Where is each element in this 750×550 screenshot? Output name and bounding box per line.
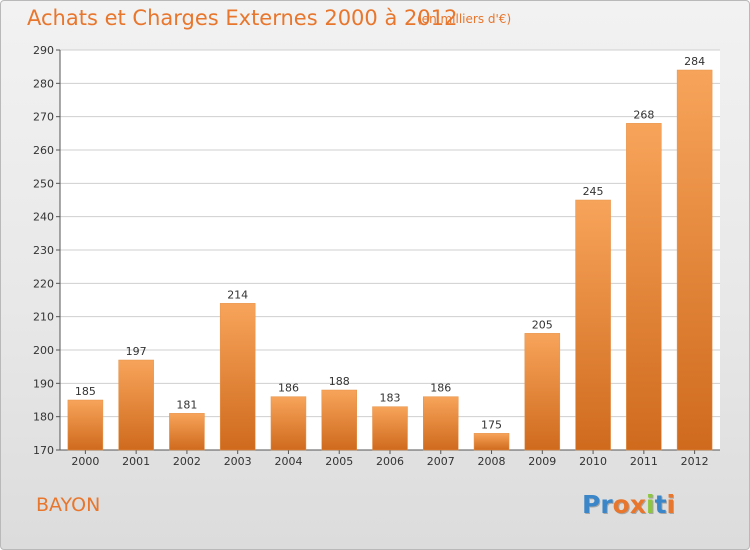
y-tick-label: 230 xyxy=(33,244,54,257)
y-tick-label: 200 xyxy=(33,344,54,357)
proxiti-logo[interactable]: Proxiti xyxy=(582,490,675,519)
logo-letter: o xyxy=(612,490,630,519)
logo-letter: i xyxy=(646,490,655,519)
y-tick-label: 170 xyxy=(33,444,54,457)
x-tick-label: 2001 xyxy=(122,455,150,468)
bar-2003 xyxy=(219,303,256,451)
x-tick-label: 2006 xyxy=(376,455,404,468)
logo-letter: P xyxy=(582,490,601,519)
data-label-2012: 284 xyxy=(684,55,705,68)
bar-2011 xyxy=(626,123,662,451)
x-tick-label: 2009 xyxy=(528,455,556,468)
x-tick-label: 2011 xyxy=(630,455,658,468)
y-tick-label: 180 xyxy=(33,411,54,424)
logo-letter: i xyxy=(666,490,676,519)
logo-letter: x xyxy=(629,490,646,519)
data-label-2005: 188 xyxy=(329,375,350,388)
x-tick-label: 2003 xyxy=(224,455,252,468)
x-tick-label: 2000 xyxy=(71,455,99,468)
bar-2012 xyxy=(676,69,713,451)
logo-letter: r xyxy=(600,490,613,519)
data-label-2007: 186 xyxy=(430,382,451,395)
bar-2005 xyxy=(321,389,357,451)
bar-2004 xyxy=(270,396,307,451)
y-tick-label: 240 xyxy=(33,211,54,224)
bar-2006 xyxy=(372,406,408,451)
y-tick-label: 260 xyxy=(33,144,54,157)
y-tick-label: 290 xyxy=(33,44,54,57)
x-tick-label: 2004 xyxy=(274,455,302,468)
data-label-2011: 268 xyxy=(633,108,654,121)
grid-lines xyxy=(60,49,720,451)
bar-2000 xyxy=(67,399,104,451)
x-tick-label: 2005 xyxy=(325,455,353,468)
data-label-2002: 181 xyxy=(176,398,197,411)
data-label-2000: 185 xyxy=(75,385,96,398)
bar-2008 xyxy=(473,433,510,451)
y-tick-label: 220 xyxy=(33,277,54,290)
bar-2002 xyxy=(169,413,205,451)
y-tick-label: 190 xyxy=(33,377,54,390)
data-label-2006: 183 xyxy=(380,392,401,405)
x-tick-label: 2007 xyxy=(427,455,455,468)
bars xyxy=(67,69,713,451)
commune-name: BAYON xyxy=(36,494,101,516)
data-label-2008: 175 xyxy=(481,418,502,431)
y-tick-label: 280 xyxy=(33,77,54,90)
data-labels: 185 197 181 214 186 188 183 186 175 205 245 268 284 xyxy=(75,55,705,431)
chart-subtitle: (en milliers d'€) xyxy=(417,12,512,26)
x-tick-label: 2012 xyxy=(681,455,709,468)
bar-2009 xyxy=(524,333,561,451)
bar-2007 xyxy=(423,396,459,451)
y-tick-label: 250 xyxy=(33,177,54,190)
logo-letter: t xyxy=(654,490,667,519)
data-label-2003: 214 xyxy=(227,288,248,301)
bar-2010 xyxy=(575,199,611,451)
y-tick-label: 210 xyxy=(33,311,54,324)
y-tick-label: 270 xyxy=(33,111,54,124)
data-label-2010: 245 xyxy=(583,185,604,198)
bar-2001 xyxy=(118,359,154,451)
x-tick-label: 2008 xyxy=(478,455,506,468)
data-label-2004: 186 xyxy=(278,382,299,395)
x-tick-label: 2002 xyxy=(173,455,201,468)
data-label-2009: 205 xyxy=(532,318,553,331)
data-label-2001: 197 xyxy=(126,345,147,358)
chart-title: Achats et Charges Externes 2000 à 2012 xyxy=(27,6,458,30)
x-tick-label: 2010 xyxy=(579,455,607,468)
